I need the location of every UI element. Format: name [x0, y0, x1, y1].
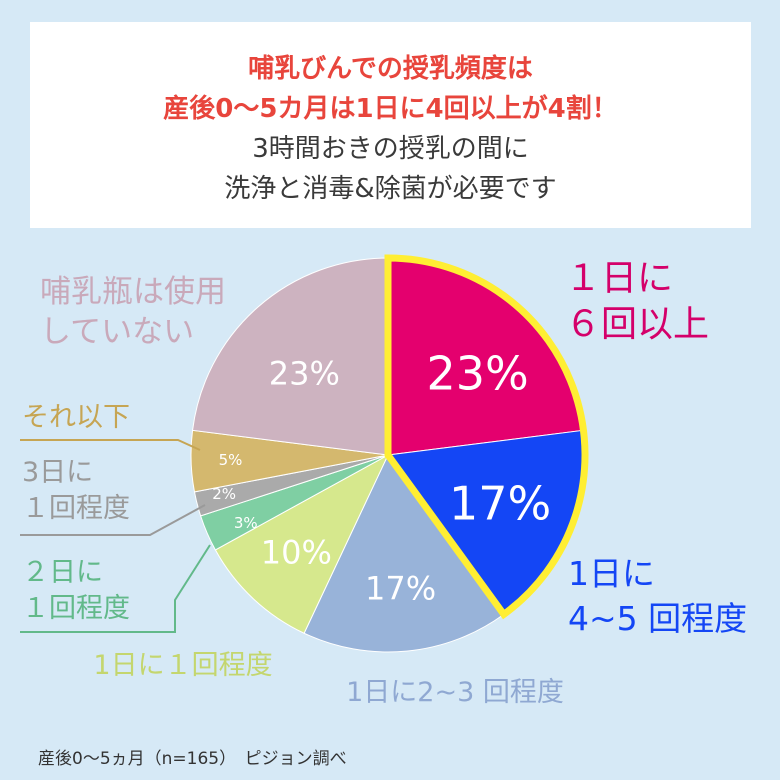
leader-line	[20, 544, 211, 633]
slice-value-label: 5%	[219, 451, 243, 469]
leader-lines	[20, 439, 211, 633]
leader-line	[20, 439, 201, 451]
pie-slice	[214, 453, 390, 634]
pie-highlight	[384, 254, 589, 620]
slice-value-label: 3%	[234, 514, 258, 532]
slice-category-label: 3日に１回程度	[22, 457, 130, 524]
pie-slice	[303, 454, 505, 653]
subline-1: 3時間おきの授乳の間に	[252, 134, 529, 164]
slice-value-label: 2%	[212, 485, 236, 503]
source-note: 産後0〜5ヵ月（n=165） ピジョン調べ	[38, 749, 347, 769]
header-box: 哺乳びんでの授乳頻度は 産後0〜5カ月は1日に4回以上が4割！ 3時間おきの授乳…	[30, 22, 751, 228]
slice-value-label: 17%	[365, 569, 436, 607]
headline-line1: 哺乳びんでの授乳頻度は	[248, 54, 533, 84]
slice-category-label: 1日に2~3 回程度	[346, 677, 564, 708]
slice-value-label: 23%	[427, 347, 529, 401]
leader-line	[20, 504, 206, 536]
slice-value-label: 23%	[269, 355, 340, 393]
subline-2: 洗浄と消毒&除菌が必要です	[224, 174, 557, 204]
value-labels: 23% 17% 17% 10%3% 2% 5% 23%	[212, 347, 551, 608]
pie-slices	[190, 257, 586, 653]
slice-category-label: 1日に 4~5 回程度	[568, 554, 747, 638]
category-labels: １日に６回以上 1日に 4~5 回程度 1日に2~3 回程度 1日に１回程度 ２日に１回程…	[22, 258, 747, 708]
slice-category-label: それ以下	[22, 402, 130, 433]
headline-line2: 産後0〜5カ月は1日に4回以上が4割！	[163, 94, 618, 124]
highlight-outline	[384, 254, 589, 620]
pie-slice	[191, 257, 389, 456]
slice-category-label: 1日に１回程度	[93, 650, 272, 681]
slice-value-label: 17%	[449, 477, 551, 531]
slice-category-label: 哺乳瓶は使用していない	[40, 274, 226, 350]
slice-category-label: ２日に１回程度	[22, 557, 130, 624]
slice-category-label: １日に６回以上	[565, 258, 709, 345]
slice-value-label: 10%	[261, 534, 332, 572]
